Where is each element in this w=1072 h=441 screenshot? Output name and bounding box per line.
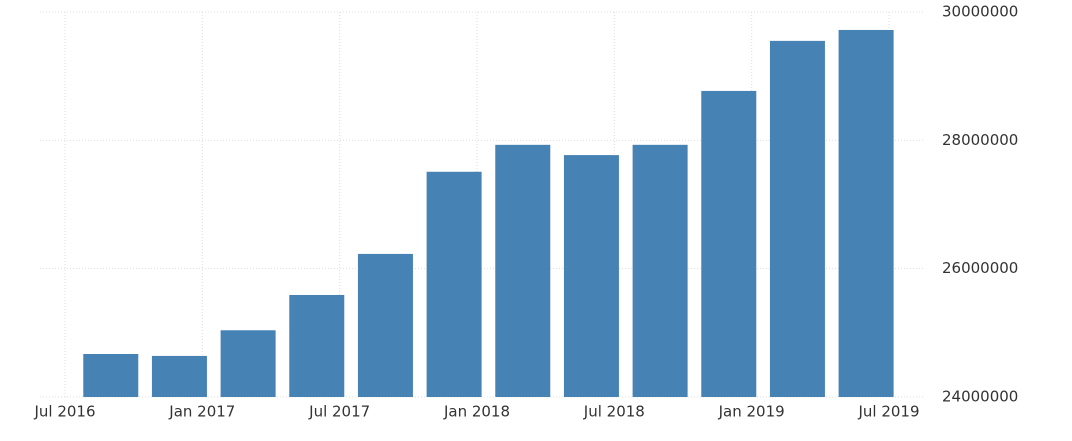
x-tick-label: Jan 2018 [443,403,510,421]
y-tick-label: 24000000 [942,388,1018,406]
x-tick-label: Jul 2019 [857,403,919,421]
bar [220,330,276,397]
y-tick-label: 28000000 [942,131,1018,149]
bar [426,171,482,397]
bar [701,90,757,398]
bar [838,29,894,397]
x-tick-label: Jul 2016 [33,403,95,421]
bar [769,40,825,397]
bar [357,253,413,397]
x-tick-label: Jan 2019 [718,403,785,421]
bar [495,144,551,397]
x-tick-label: Jul 2017 [308,403,370,421]
x-tick-label: Jul 2018 [583,403,645,421]
bar [83,354,139,397]
y-tick-label: 26000000 [942,259,1018,277]
x-tick-label: Jan 2017 [168,403,235,421]
y-tick-label: 30000000 [942,3,1018,21]
bar [632,144,688,397]
bar [151,355,207,397]
bar [563,155,619,397]
bar [289,294,345,397]
